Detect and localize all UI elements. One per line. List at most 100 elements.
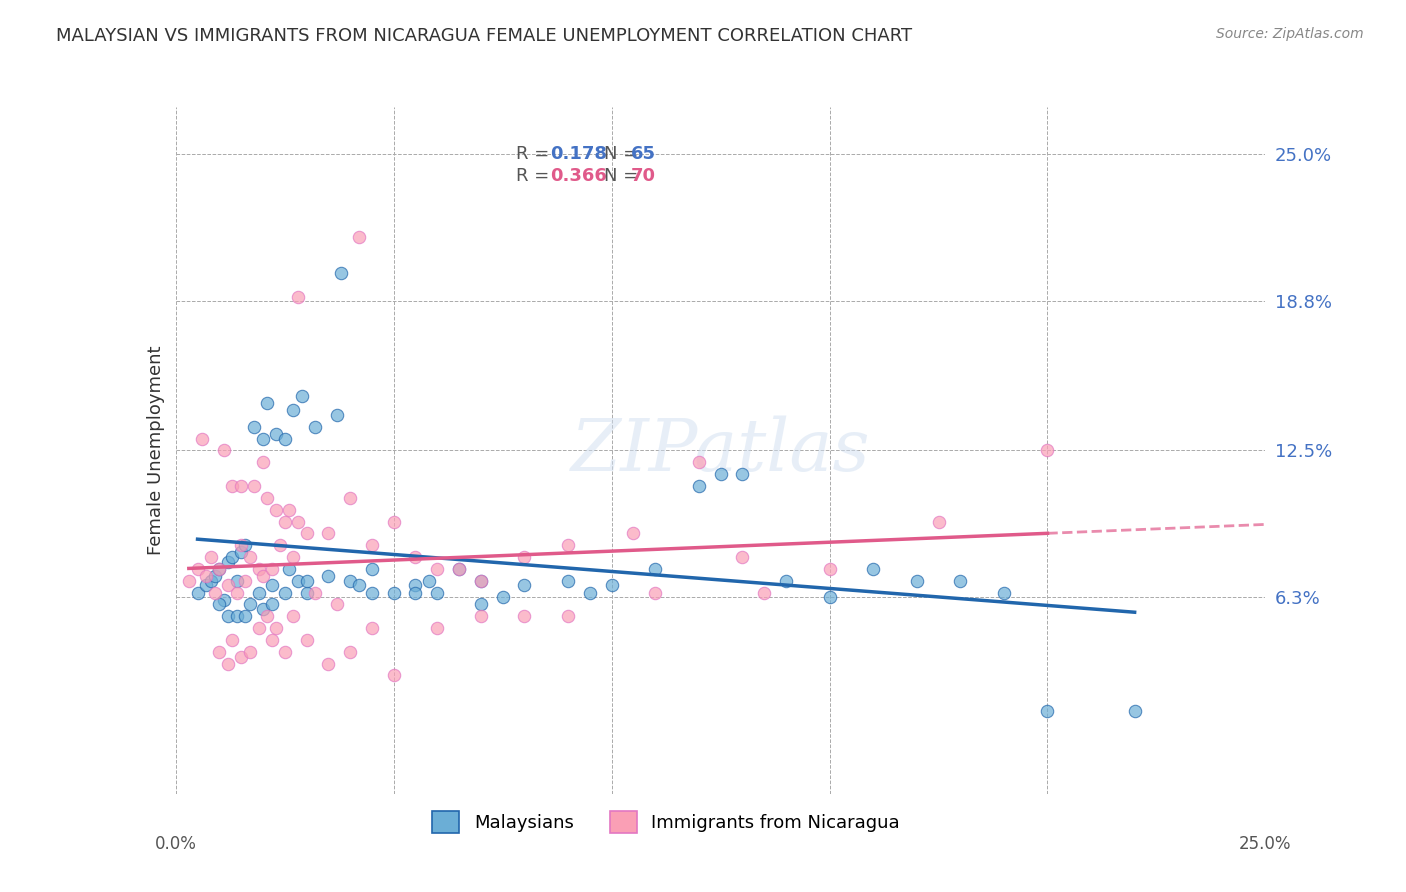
Point xyxy=(225,609,247,624)
Text: 65: 65 xyxy=(631,145,657,162)
Point xyxy=(426,562,449,576)
Point xyxy=(264,426,287,441)
Point xyxy=(208,645,231,659)
Point xyxy=(405,549,427,564)
Point xyxy=(208,562,231,576)
Text: N =: N = xyxy=(605,145,644,162)
Point xyxy=(318,569,340,583)
Point xyxy=(347,578,370,592)
Legend: Malaysians, Immigrants from Nicaragua: Malaysians, Immigrants from Nicaragua xyxy=(425,804,907,839)
Point xyxy=(326,408,349,422)
Point xyxy=(361,585,384,599)
Point xyxy=(260,598,283,612)
Point xyxy=(775,574,797,588)
Point xyxy=(731,467,754,482)
Point xyxy=(212,443,235,458)
Point xyxy=(252,602,274,616)
Point xyxy=(688,455,710,469)
Point xyxy=(274,645,297,659)
Point xyxy=(470,609,492,624)
Text: Source: ZipAtlas.com: Source: ZipAtlas.com xyxy=(1216,27,1364,41)
Point xyxy=(318,526,340,541)
Point xyxy=(361,538,384,552)
Point xyxy=(330,266,353,280)
Point xyxy=(304,419,326,434)
Text: 25.0%: 25.0% xyxy=(1239,835,1292,853)
Point xyxy=(243,419,266,434)
Point xyxy=(1036,443,1059,458)
Point xyxy=(600,578,623,592)
Point xyxy=(231,649,253,664)
Point xyxy=(644,585,666,599)
Y-axis label: Female Unemployment: Female Unemployment xyxy=(146,346,165,555)
Point xyxy=(217,578,239,592)
Point xyxy=(217,609,239,624)
Point xyxy=(1123,704,1146,718)
Point xyxy=(492,591,515,605)
Text: R =: R = xyxy=(516,145,555,162)
Point xyxy=(470,574,492,588)
Point xyxy=(710,467,733,482)
Point xyxy=(252,455,274,469)
Point xyxy=(208,562,231,576)
Point xyxy=(1036,704,1059,718)
Point xyxy=(256,396,278,410)
Point xyxy=(731,549,754,564)
Point xyxy=(426,621,449,635)
Point xyxy=(470,574,492,588)
Text: N =: N = xyxy=(605,167,644,185)
Point xyxy=(295,585,318,599)
Point xyxy=(326,598,349,612)
Point xyxy=(274,585,297,599)
Point xyxy=(557,609,579,624)
Point xyxy=(579,585,602,599)
Point xyxy=(304,585,326,599)
Point xyxy=(557,574,579,588)
Point xyxy=(260,562,283,576)
Point xyxy=(243,479,266,493)
Point xyxy=(204,569,226,583)
Text: 0.0%: 0.0% xyxy=(155,835,197,853)
Text: R =: R = xyxy=(516,167,555,185)
Text: ZIPatlas: ZIPatlas xyxy=(571,415,870,486)
Point xyxy=(426,585,449,599)
Point xyxy=(287,574,309,588)
Point xyxy=(405,578,427,592)
Point xyxy=(418,574,440,588)
Point xyxy=(287,289,309,303)
Point xyxy=(252,432,274,446)
Point xyxy=(264,621,287,635)
Point xyxy=(818,562,841,576)
Point xyxy=(278,502,301,516)
Point xyxy=(361,562,384,576)
Point xyxy=(256,491,278,505)
Text: 70: 70 xyxy=(631,167,657,185)
Point xyxy=(818,591,841,605)
Point xyxy=(382,585,405,599)
Point xyxy=(283,549,305,564)
Point xyxy=(195,578,218,592)
Point xyxy=(754,585,776,599)
Point xyxy=(295,632,318,647)
Point xyxy=(231,538,253,552)
Point xyxy=(177,574,200,588)
Point xyxy=(274,515,297,529)
Point xyxy=(269,538,291,552)
Point xyxy=(274,432,297,446)
Text: 0.366: 0.366 xyxy=(551,167,607,185)
Point xyxy=(231,545,253,559)
Point xyxy=(217,555,239,569)
Point xyxy=(339,574,361,588)
Point xyxy=(283,403,305,417)
Point xyxy=(339,645,361,659)
Point xyxy=(644,562,666,576)
Point xyxy=(231,479,253,493)
Point xyxy=(247,585,270,599)
Point xyxy=(283,609,305,624)
Point xyxy=(247,562,270,576)
Point xyxy=(239,598,262,612)
Point xyxy=(186,585,209,599)
Point xyxy=(339,491,361,505)
Point xyxy=(993,585,1015,599)
Point xyxy=(260,632,283,647)
